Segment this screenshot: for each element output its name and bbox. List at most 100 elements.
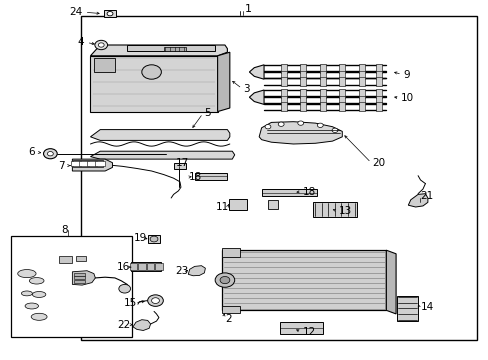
Bar	[339, 89, 345, 98]
Bar	[173, 163, 185, 169]
Circle shape	[47, 152, 53, 156]
Bar	[131, 262, 161, 271]
Bar	[261, 189, 316, 196]
Bar	[339, 77, 345, 86]
Bar	[280, 64, 286, 73]
Text: 12: 12	[302, 327, 315, 337]
Bar	[300, 64, 305, 73]
Text: 9: 9	[403, 69, 409, 80]
Bar	[375, 89, 381, 98]
Bar	[71, 161, 81, 166]
Circle shape	[147, 295, 163, 306]
Text: 20: 20	[372, 158, 385, 168]
Text: 14: 14	[420, 302, 433, 312]
Circle shape	[150, 236, 158, 242]
Bar	[129, 263, 137, 270]
Circle shape	[98, 43, 104, 47]
Bar	[358, 96, 364, 104]
Bar	[339, 64, 345, 73]
Polygon shape	[217, 52, 229, 112]
Text: 2: 2	[224, 314, 231, 324]
Bar	[319, 77, 325, 86]
Ellipse shape	[18, 270, 36, 278]
Bar	[300, 71, 305, 79]
Circle shape	[142, 65, 161, 79]
Text: 18: 18	[303, 186, 316, 197]
Circle shape	[119, 284, 130, 293]
Polygon shape	[386, 250, 395, 314]
Text: 17: 17	[176, 158, 189, 168]
Ellipse shape	[32, 292, 46, 297]
Text: 11: 11	[215, 202, 228, 212]
Circle shape	[331, 128, 337, 132]
Polygon shape	[90, 130, 229, 140]
Bar	[280, 77, 286, 86]
Bar	[375, 77, 381, 86]
Polygon shape	[72, 271, 95, 285]
Polygon shape	[188, 266, 205, 276]
Ellipse shape	[25, 303, 39, 309]
Bar	[375, 96, 381, 104]
Text: 18: 18	[189, 172, 202, 182]
Text: 13: 13	[338, 206, 351, 216]
Bar	[339, 96, 345, 104]
Bar	[300, 89, 305, 98]
Bar	[339, 71, 345, 79]
Bar	[279, 322, 322, 334]
Bar	[94, 58, 115, 72]
Bar	[375, 64, 381, 73]
Bar	[222, 250, 386, 310]
Bar	[222, 248, 239, 257]
Bar	[11, 236, 132, 337]
Text: 22: 22	[117, 320, 130, 330]
Bar	[267, 200, 277, 209]
Text: 21: 21	[420, 191, 433, 201]
Circle shape	[107, 12, 113, 16]
Polygon shape	[90, 56, 217, 112]
Ellipse shape	[31, 313, 47, 320]
Bar	[375, 102, 381, 111]
Polygon shape	[259, 122, 342, 144]
Text: 4: 4	[77, 37, 84, 48]
Text: 1: 1	[244, 4, 251, 14]
Text: 19: 19	[133, 233, 146, 243]
Bar	[76, 256, 85, 261]
Bar	[127, 45, 215, 51]
Text: 23: 23	[175, 266, 188, 276]
Bar	[59, 256, 72, 263]
Text: 7: 7	[58, 161, 65, 171]
Bar	[79, 161, 89, 166]
Text: 6: 6	[28, 147, 35, 157]
Text: 16: 16	[116, 262, 129, 272]
Bar	[147, 235, 160, 243]
Bar	[81, 16, 476, 340]
Bar	[163, 47, 185, 51]
Bar	[358, 89, 364, 98]
Polygon shape	[72, 159, 112, 171]
Bar	[74, 280, 85, 283]
Circle shape	[151, 298, 159, 303]
Bar	[146, 263, 154, 270]
Ellipse shape	[21, 291, 32, 296]
Bar	[339, 102, 345, 111]
Bar	[73, 160, 102, 167]
Polygon shape	[90, 45, 227, 56]
Bar	[319, 96, 325, 104]
Circle shape	[264, 125, 270, 129]
Circle shape	[220, 276, 229, 284]
Bar	[358, 77, 364, 86]
Bar	[375, 71, 381, 79]
Circle shape	[278, 122, 284, 126]
Bar	[319, 89, 325, 98]
Bar	[104, 10, 116, 17]
Bar	[358, 102, 364, 111]
Bar	[300, 96, 305, 104]
Bar	[280, 102, 286, 111]
Circle shape	[297, 121, 303, 125]
Circle shape	[95, 40, 107, 50]
Bar	[358, 64, 364, 73]
Circle shape	[317, 123, 323, 127]
Bar	[138, 263, 145, 270]
Text: 24: 24	[69, 7, 82, 17]
Polygon shape	[249, 90, 264, 104]
